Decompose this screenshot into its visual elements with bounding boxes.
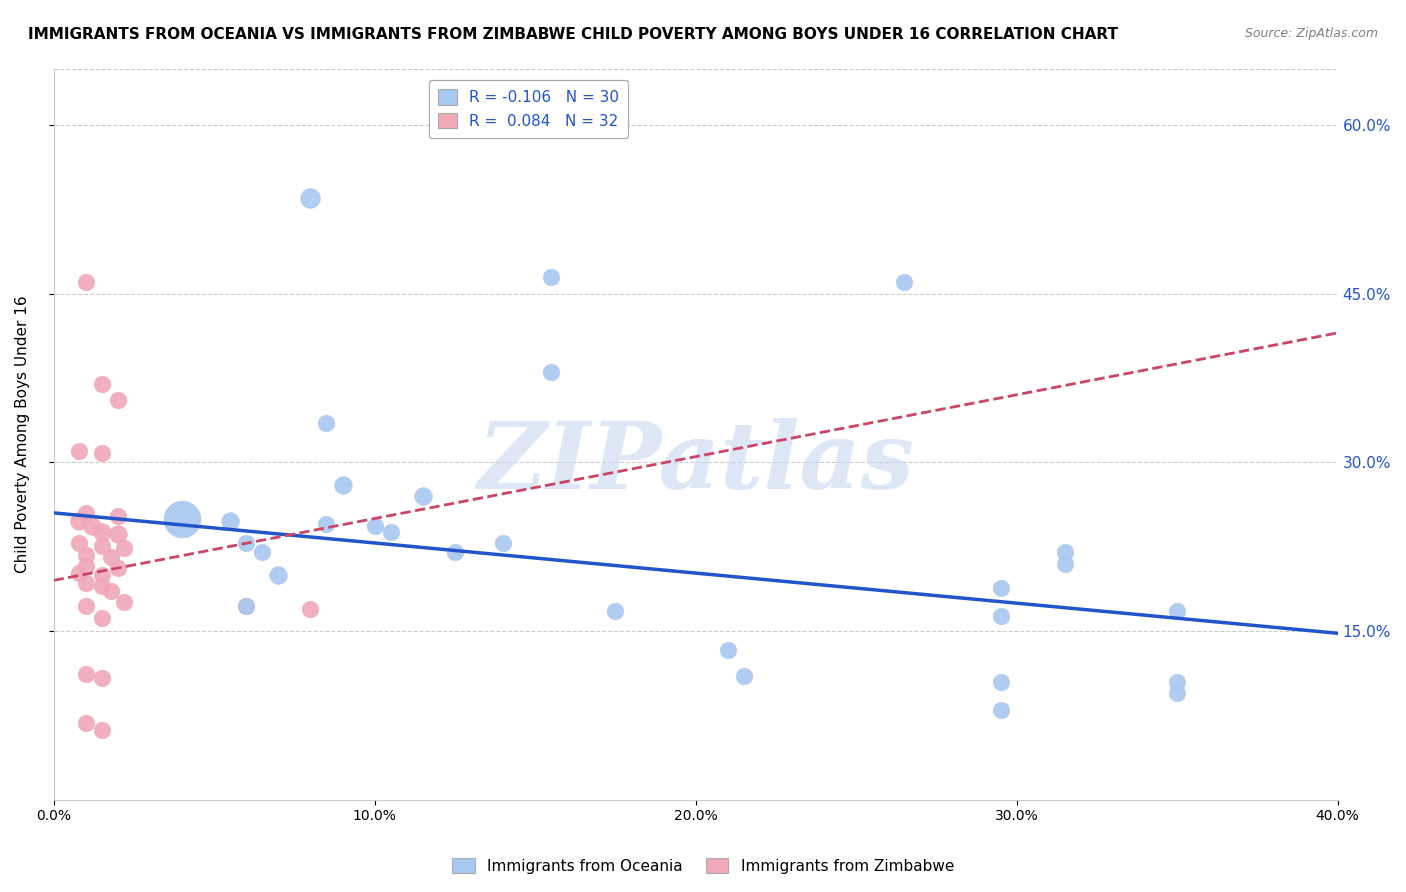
Point: [90, 446, 112, 460]
Point: [315, 416, 337, 430]
Point: [90, 723, 112, 737]
Point: [90, 579, 112, 593]
Point: [75, 666, 97, 681]
Point: [492, 536, 515, 550]
Point: [299, 601, 322, 615]
Text: ZIPatlas: ZIPatlas: [477, 418, 914, 508]
Point: [75, 575, 97, 590]
Point: [90, 610, 112, 624]
Point: [170, 511, 193, 525]
Point: [380, 524, 402, 539]
Point: [75, 548, 97, 562]
Point: [235, 599, 257, 614]
Point: [100, 549, 122, 564]
Point: [444, 545, 467, 559]
Point: [315, 517, 337, 532]
Legend: Immigrants from Oceania, Immigrants from Zimbabwe: Immigrants from Oceania, Immigrants from…: [446, 852, 960, 880]
Point: [90, 539, 112, 553]
Point: [893, 275, 915, 289]
Point: [75, 506, 97, 520]
Point: [1166, 674, 1188, 689]
Point: [1053, 545, 1076, 559]
Point: [1166, 686, 1188, 700]
Point: [107, 509, 129, 524]
Point: [90, 671, 112, 685]
Point: [540, 269, 562, 284]
Point: [75, 716, 97, 731]
Legend: R = -0.106   N = 30, R =  0.084   N = 32: R = -0.106 N = 30, R = 0.084 N = 32: [429, 79, 628, 137]
Point: [67, 444, 90, 458]
Point: [90, 567, 112, 582]
Point: [733, 669, 755, 683]
Point: [1166, 604, 1188, 618]
Point: [100, 583, 122, 598]
Point: [363, 519, 385, 533]
Point: [299, 191, 322, 205]
Point: [90, 524, 112, 539]
Point: [75, 558, 97, 573]
Point: [67, 536, 90, 550]
Point: [112, 541, 135, 555]
Point: [107, 561, 129, 575]
Point: [107, 393, 129, 408]
Point: [112, 595, 135, 609]
Point: [75, 599, 97, 614]
Point: [605, 604, 627, 618]
Point: [219, 514, 242, 528]
Y-axis label: Child Poverty Among Boys Under 16: Child Poverty Among Boys Under 16: [15, 295, 30, 573]
Text: Source: ZipAtlas.com: Source: ZipAtlas.com: [1244, 27, 1378, 40]
Point: [990, 609, 1012, 624]
Point: [332, 477, 354, 491]
Point: [1053, 557, 1076, 571]
Point: [267, 567, 290, 582]
Point: [252, 545, 274, 559]
Point: [235, 536, 257, 550]
Point: [90, 376, 112, 391]
Point: [235, 599, 257, 614]
Point: [67, 514, 90, 528]
Text: IMMIGRANTS FROM OCEANIA VS IMMIGRANTS FROM ZIMBABWE CHILD POVERTY AMONG BOYS UND: IMMIGRANTS FROM OCEANIA VS IMMIGRANTS FR…: [28, 27, 1118, 42]
Point: [75, 275, 97, 289]
Point: [540, 365, 562, 379]
Point: [717, 643, 740, 657]
Point: [990, 674, 1012, 689]
Point: [412, 489, 434, 503]
Point: [990, 581, 1012, 595]
Point: [82, 519, 104, 533]
Point: [107, 527, 129, 541]
Point: [67, 566, 90, 580]
Point: [990, 703, 1012, 717]
